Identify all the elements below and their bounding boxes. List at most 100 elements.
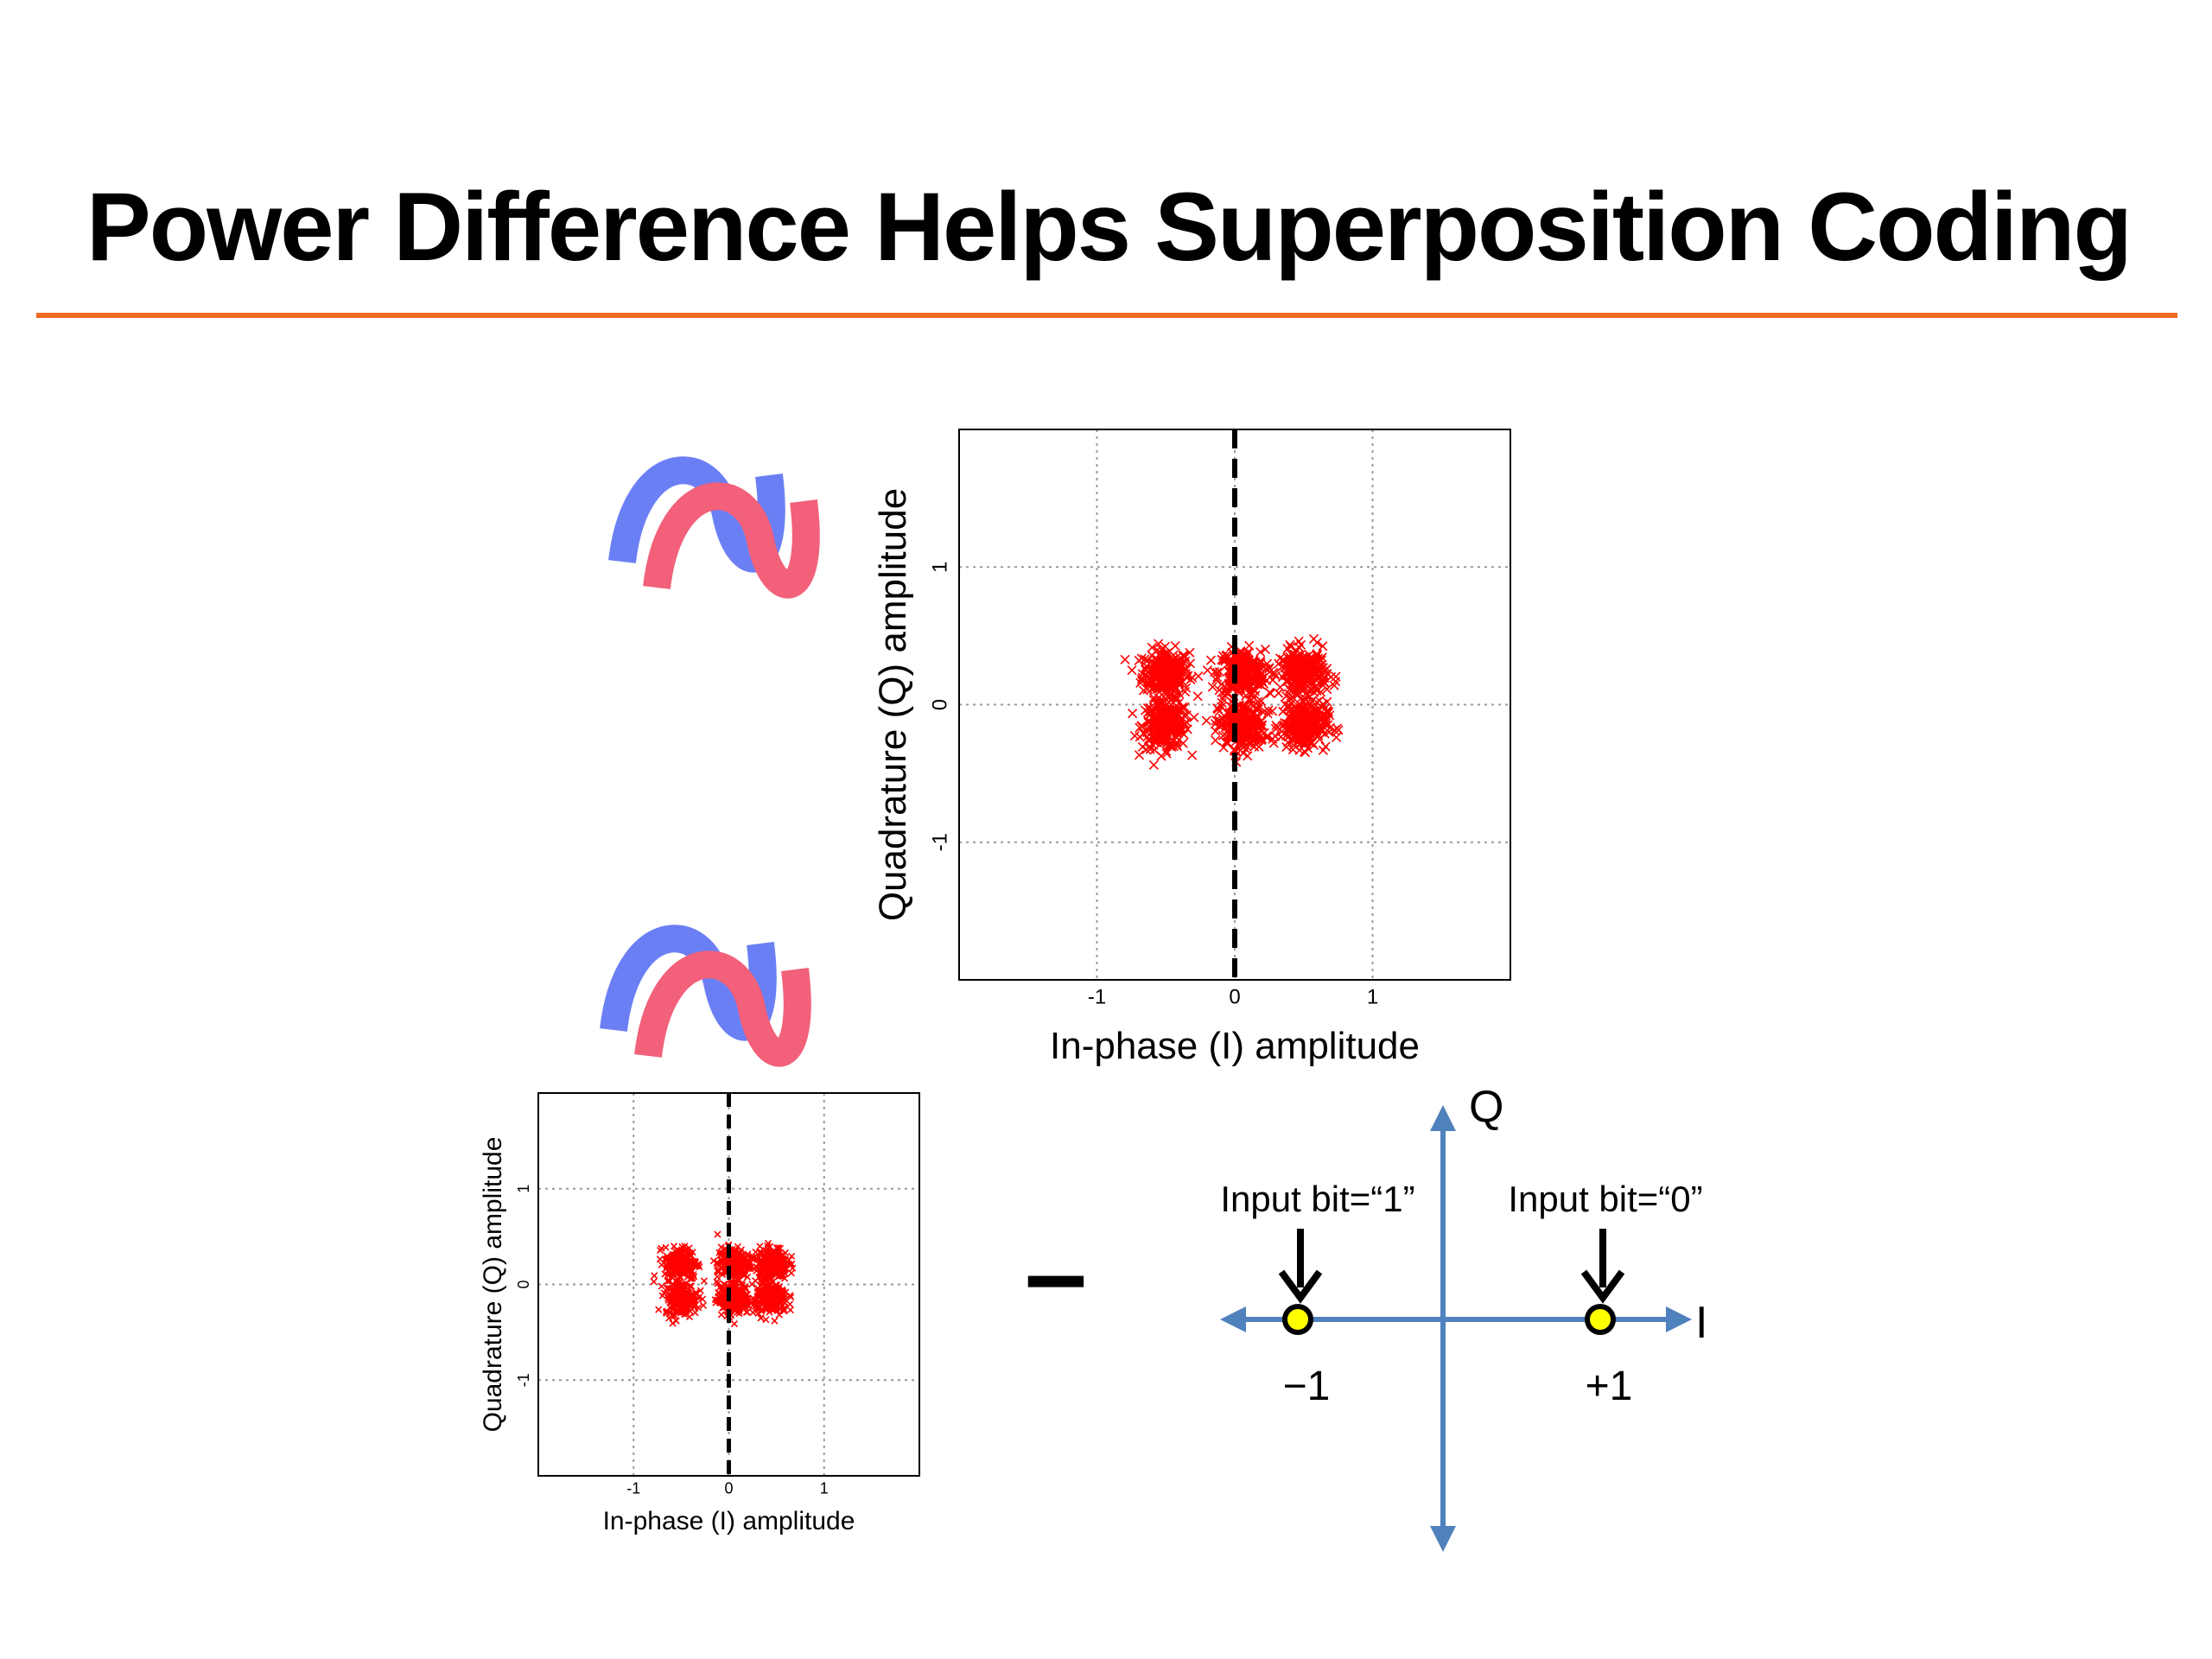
scatter-point	[1227, 711, 1237, 721]
scatter-point	[689, 1257, 696, 1265]
scatter-point	[772, 1244, 780, 1252]
scatter-point	[1232, 713, 1243, 723]
y-tick-label: 1	[515, 1185, 532, 1193]
scatter-point	[1146, 707, 1156, 717]
scatter-point	[715, 1288, 722, 1296]
scatter-point	[1222, 650, 1232, 660]
scatter-point	[669, 1294, 677, 1302]
scatter-point	[1294, 681, 1304, 691]
scatter-point	[787, 1261, 795, 1268]
scatter-point	[786, 1292, 794, 1300]
scatter-point	[688, 1300, 696, 1307]
scatter-point	[1325, 671, 1337, 683]
scatter-point	[743, 1308, 751, 1316]
scatter-point	[1164, 702, 1174, 712]
scatter-point	[758, 1278, 766, 1287]
scatter-point	[691, 1309, 699, 1317]
scatter-point	[1243, 751, 1253, 761]
scatter-point	[1192, 691, 1203, 702]
scatter-point	[754, 1309, 762, 1317]
scatter-point	[1304, 650, 1314, 660]
scatter-point	[775, 1311, 783, 1319]
plot-frame	[537, 1092, 920, 1477]
scatter-point	[678, 1261, 687, 1268]
scatter-point	[772, 1292, 779, 1300]
scatter-point	[677, 1304, 684, 1312]
plot-frame	[958, 429, 1511, 981]
scatter-point	[1141, 664, 1151, 675]
scatter-point	[1308, 633, 1319, 645]
scatter-point	[1267, 706, 1278, 716]
scatter-point	[1207, 682, 1217, 692]
scatter-point	[1276, 727, 1287, 737]
scatter-point	[663, 1309, 671, 1317]
scatter-point	[753, 1254, 760, 1262]
scatter-point	[766, 1243, 774, 1250]
scatter-point	[762, 1274, 770, 1282]
scatter-point	[1218, 655, 1229, 665]
overlapping-waves-icon	[608, 456, 820, 599]
scatter-point	[1217, 730, 1228, 741]
scatter-point	[1187, 750, 1198, 760]
scatter-point	[721, 1302, 728, 1310]
scatter-point	[760, 1293, 768, 1300]
scatter-point	[1164, 691, 1175, 702]
scatter-point	[1310, 723, 1320, 734]
scatter-point	[660, 1289, 668, 1297]
scatter-point	[1193, 671, 1204, 682]
scatter-point	[1236, 702, 1246, 713]
scatter-point	[757, 1314, 765, 1322]
scatter-point	[1154, 702, 1164, 713]
scatter-point	[1160, 641, 1171, 652]
scatter-point	[661, 1270, 669, 1278]
q-axis-label: Q	[1469, 1082, 1503, 1132]
scatter-point	[1205, 655, 1217, 665]
scatter-point	[1324, 727, 1334, 737]
scatter-point	[1231, 655, 1242, 666]
scatter-point	[1127, 665, 1137, 676]
scatter-point	[1257, 676, 1268, 686]
scatter-point	[1144, 735, 1154, 746]
scatter-point	[1297, 722, 1307, 733]
scatter-point	[1329, 725, 1339, 735]
scatter-point	[1148, 760, 1159, 770]
scatter-point	[1263, 705, 1274, 715]
scatter-point	[1152, 654, 1163, 664]
scatter-point	[1318, 680, 1328, 690]
scatter-point	[1147, 642, 1157, 653]
scatter-point	[1120, 654, 1130, 664]
scatter-point	[719, 1298, 727, 1306]
scatter-point	[1151, 668, 1161, 678]
scatter-point	[1176, 704, 1186, 715]
scatter-point	[671, 1298, 678, 1306]
scatter-point	[1295, 725, 1306, 735]
scatter-point	[1179, 687, 1191, 697]
scatter-point	[675, 1247, 683, 1255]
scatter-point	[1142, 707, 1154, 718]
scatter-point	[744, 1252, 752, 1260]
scatter-point	[739, 1299, 747, 1306]
scatter-point	[1167, 692, 1178, 702]
scatter-point	[1285, 639, 1295, 650]
scatter-point	[651, 1272, 658, 1280]
scatter-point	[1297, 703, 1307, 714]
scatter-point	[655, 1306, 663, 1313]
scatter-point	[1255, 666, 1265, 677]
scatter-point	[1189, 712, 1199, 722]
scatter-point	[1255, 646, 1266, 658]
constellation-point	[1585, 1304, 1616, 1335]
scatter-point	[1255, 701, 1265, 711]
scatter-point	[1305, 731, 1315, 741]
scatter-point	[1293, 690, 1303, 700]
minus-operator: –	[1025, 1210, 1087, 1336]
scatter-point	[683, 1296, 690, 1304]
slide-title: Power Difference Helps Superposition Cod…	[86, 173, 2133, 281]
scatter-point	[1295, 672, 1306, 683]
scatter-point	[1322, 696, 1332, 707]
scatter-point	[1300, 747, 1311, 758]
scatter-point	[771, 1317, 779, 1325]
scatter-point	[1241, 744, 1251, 754]
scatter-point	[1211, 735, 1221, 746]
scatter-point	[766, 1274, 774, 1281]
scatter-point	[680, 1311, 689, 1319]
